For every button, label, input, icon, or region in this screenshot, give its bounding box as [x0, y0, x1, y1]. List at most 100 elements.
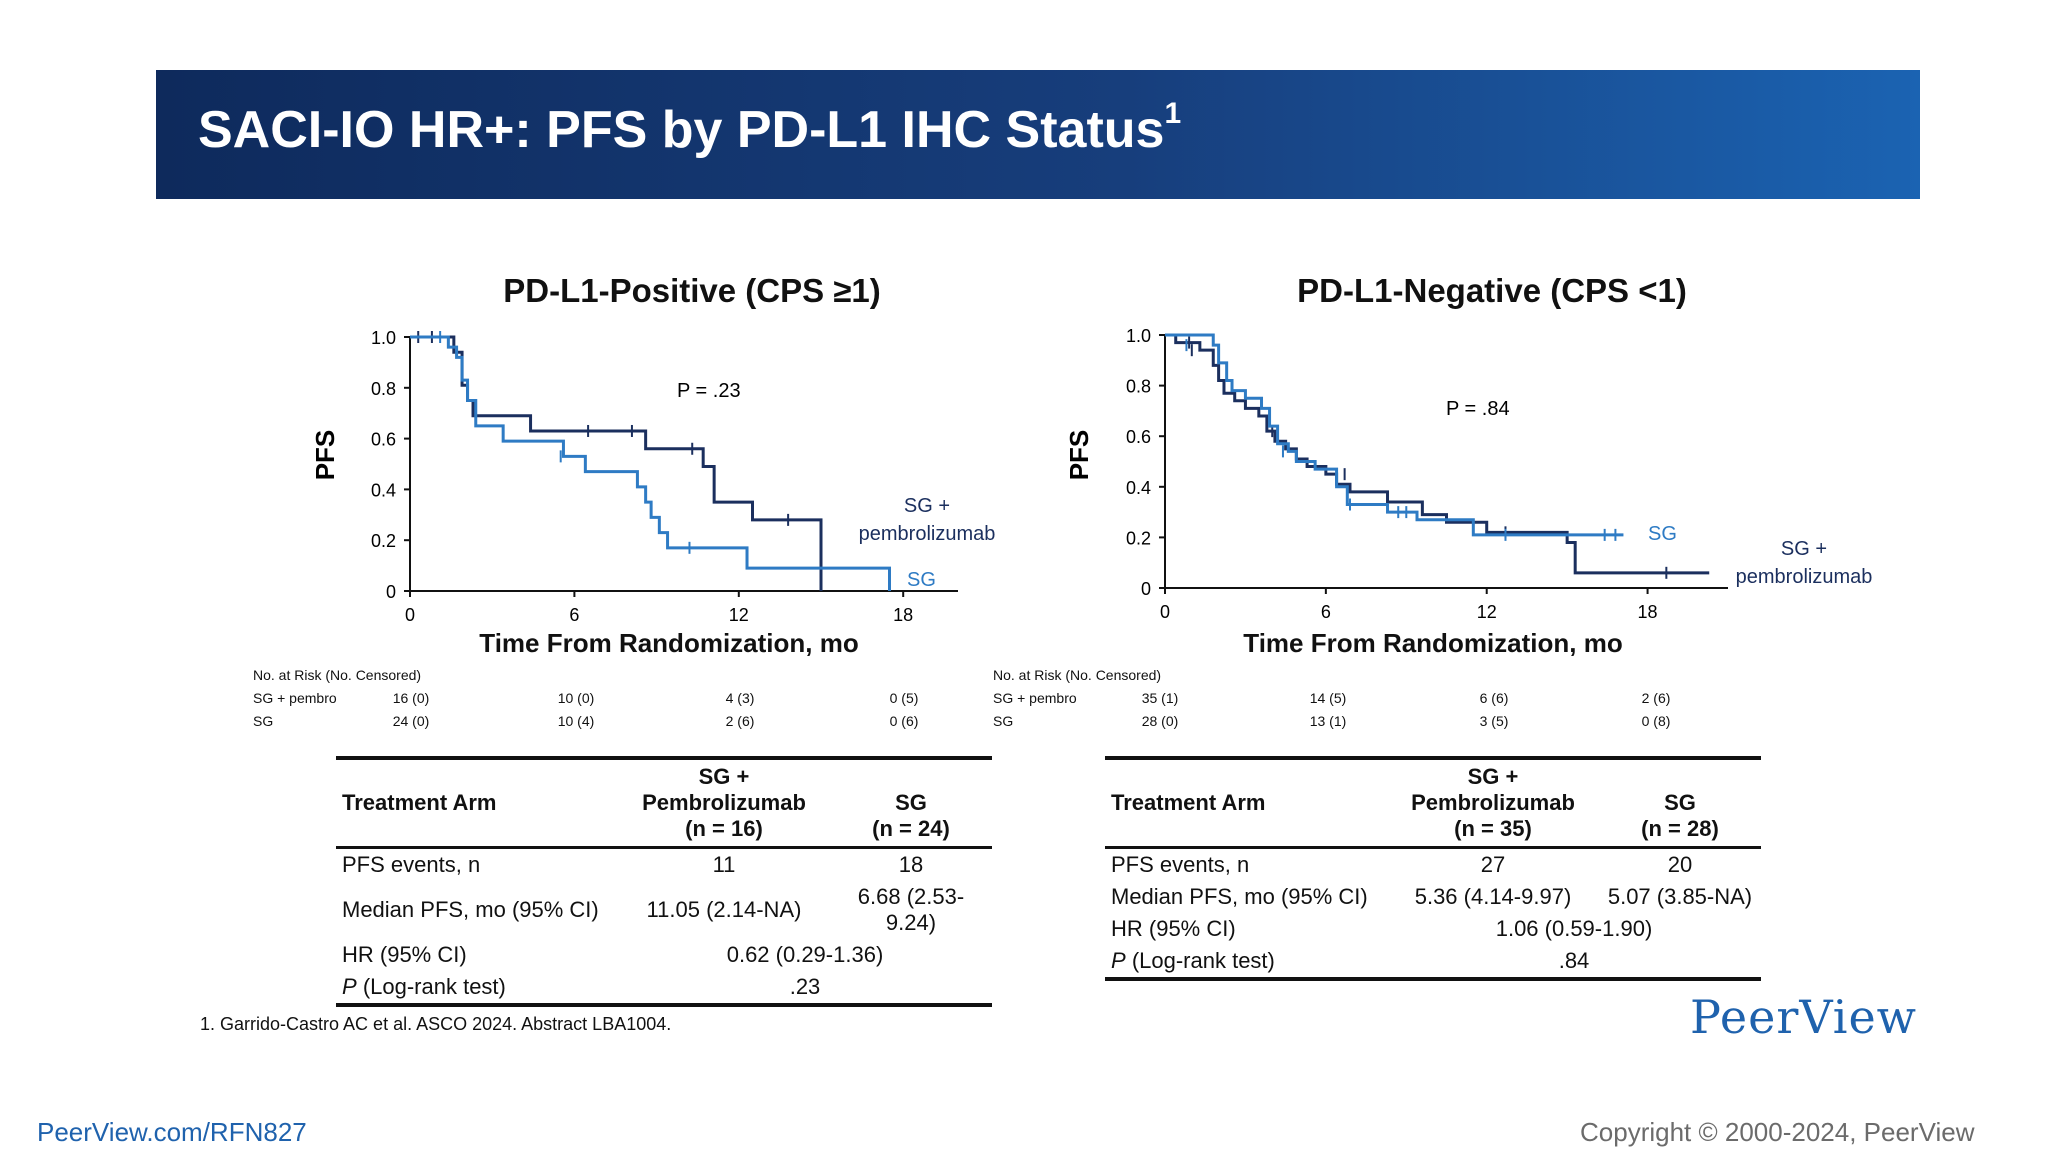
chart-1-risk-row-label: SG: [253, 713, 274, 729]
table-header: Treatment Arm: [336, 758, 618, 849]
risk-value: 28 (0): [1141, 713, 1179, 729]
table-row: PFS events, n 11 18: [336, 848, 992, 882]
table-cell: .23: [789, 974, 821, 999]
x-tick-label: 12: [729, 605, 749, 625]
chart-2-xlabel: Time From Randomization, mo: [1243, 628, 1623, 658]
x-tick-label: 6: [1321, 602, 1331, 622]
km-curve-sg-pembro: [1165, 333, 1710, 575]
x-tick-label: 18: [893, 605, 913, 625]
peerview-logo: PeerView: [1690, 990, 1918, 1044]
x-tick-label: 0: [1160, 602, 1170, 622]
table-header-n: (n = 16): [685, 816, 763, 841]
table-cell: P (Log-rank test): [336, 971, 618, 1005]
chart-1-summary-table: Treatment Arm SG + Pembrolizumab (n = 16)…: [336, 756, 992, 1007]
x-tick-label: 6: [569, 605, 579, 625]
x-tick-label: 12: [1477, 602, 1497, 622]
table-header-text: SG: [895, 790, 927, 815]
table-cell: 27: [1480, 852, 1506, 877]
risk-value: 3 (5): [1479, 713, 1509, 729]
table-cell: P (Log-rank test): [1105, 945, 1387, 979]
chart-1-risk-header: No. at Risk (No. Censored): [253, 667, 422, 683]
table-header: SG + Pembrolizumab (n = 16): [618, 758, 830, 849]
table-header-text: SG + Pembrolizumab: [642, 764, 806, 815]
risk-value: 6 (6): [1479, 690, 1509, 706]
p-italic: P: [342, 974, 357, 999]
y-tick-label: 1.0: [1126, 326, 1151, 346]
table-cell: PFS events, n: [342, 852, 481, 877]
table-row: HR (95% CI) 1.06 (0.59-1.90): [1105, 913, 1761, 945]
km-curve-sg: [1165, 333, 1624, 537]
table-cell: Median PFS, mo (95% CI): [342, 897, 599, 922]
table-header: SG (n = 28): [1599, 758, 1761, 849]
chart-2-p-value: P = .84: [1446, 398, 1510, 420]
y-tick-label: 0.2: [1126, 528, 1151, 548]
risk-value: 10 (4): [557, 713, 595, 729]
table-cell: 1.06 (0.59-1.90): [1495, 916, 1653, 941]
table-cell: 20: [1667, 852, 1693, 877]
table-header: Treatment Arm: [1105, 758, 1387, 849]
table-cell: PFS events, n: [1111, 852, 1250, 877]
table-cell: 11: [712, 852, 736, 877]
table-cell: 5.36 (4.14-9.97): [1414, 884, 1572, 909]
chart-2-risk-header: No. at Risk (No. Censored): [993, 667, 1162, 683]
table-cell-text: (Log-rank test): [1131, 948, 1275, 973]
risk-value: 2 (6): [725, 713, 755, 729]
chart-1-label-pembro-line2: pembrolizumab: [859, 523, 996, 545]
chart-1-label-pembro-line1: SG +: [904, 495, 950, 517]
table-row: P (Log-rank test) .84: [1105, 945, 1761, 979]
km-curve-sg: [410, 335, 891, 591]
y-tick-label: 0.6: [1126, 427, 1151, 447]
footer-url-link[interactable]: PeerView.com/RFN827: [37, 1117, 307, 1147]
table-header-text: SG: [1664, 790, 1696, 815]
footnote: 1. Garrido-Castro AC et al. ASCO 2024. A…: [200, 1014, 672, 1034]
y-axis-label: PFS: [310, 430, 340, 481]
x-tick-label: 0: [405, 605, 415, 625]
chart-2-risk-row-label: SG + pembro: [993, 690, 1077, 706]
x-tick-label: 18: [1638, 602, 1658, 622]
y-tick-label: 0.6: [371, 430, 396, 450]
chart-2-summary-table: Treatment Arm SG + Pembrolizumab (n = 35)…: [1105, 756, 1761, 981]
table-cell: 6.68 (2.53-9.24): [857, 884, 965, 935]
chart-2-plot-area: 0 0.2 0.4 0.6 0.8 1.0 0 6 12 18 PFS: [1064, 326, 1728, 622]
risk-value: 2 (6): [1641, 690, 1671, 706]
risk-value: 24 (0): [392, 713, 430, 729]
risk-value: 0 (5): [889, 690, 919, 706]
y-tick-label: 0.4: [1126, 478, 1151, 498]
table-row: HR (95% CI) 0.62 (0.29-1.36): [336, 939, 992, 971]
slide-title-text: SACI-IO HR+: PFS by PD-L1 IHC Status: [198, 101, 1165, 159]
table-cell: 5.07 (3.85-NA): [1607, 884, 1753, 909]
risk-value: 14 (5): [1309, 690, 1347, 706]
table-cell: 0.62 (0.29-1.36): [726, 942, 884, 967]
chart-1-p-value: P = .23: [677, 380, 741, 402]
risk-value: 4 (3): [725, 690, 755, 706]
slide-title: SACI-IO HR+: PFS by PD-L1 IHC Status1: [198, 97, 1181, 160]
chart-2-label-pembro-line1: SG +: [1781, 538, 1827, 560]
chart-2-title: PD-L1-Negative (CPS <1): [1297, 272, 1687, 309]
table-header-n: (n = 35): [1454, 816, 1532, 841]
chart-1-plot-area: 0 0.2 0.4 0.6 0.8 1.0 0 6 12 18 PFS: [310, 328, 958, 625]
table-row: PFS events, n 27 20: [1105, 848, 1761, 882]
chart-1-xlabel: Time From Randomization, mo: [479, 628, 859, 658]
y-tick-label: 0: [386, 582, 396, 602]
table-row: Median PFS, mo (95% CI) 11.05 (2.14-NA) …: [336, 881, 992, 939]
table-cell-text: (Log-rank test): [362, 974, 506, 999]
title-banner: SACI-IO HR+: PFS by PD-L1 IHC Status1: [156, 70, 1920, 199]
table-row: P (Log-rank test) .23: [336, 971, 992, 1005]
p-italic: P: [1111, 948, 1126, 973]
y-tick-label: 0: [1141, 579, 1151, 599]
chart-2-risk-row-label: SG: [993, 713, 1014, 729]
risk-value: 16 (0): [392, 690, 430, 706]
y-tick-label: 0.8: [1126, 377, 1151, 397]
y-axis-label: PFS: [1064, 430, 1094, 481]
table-header-text: SG + Pembrolizumab: [1411, 764, 1575, 815]
risk-value: 13 (1): [1309, 713, 1347, 729]
table-header: SG (n = 24): [830, 758, 992, 849]
table-header-n: (n = 24): [872, 816, 950, 841]
chart-2-label-sg: SG: [1648, 523, 1677, 545]
table-cell: HR (95% CI): [342, 942, 467, 967]
table-header: SG + Pembrolizumab (n = 35): [1387, 758, 1599, 849]
table-cell: 18: [898, 852, 924, 877]
table-header-row: Treatment Arm SG + Pembrolizumab (n = 16)…: [336, 758, 992, 849]
table-header-row: Treatment Arm SG + Pembrolizumab (n = 35)…: [1105, 758, 1761, 849]
